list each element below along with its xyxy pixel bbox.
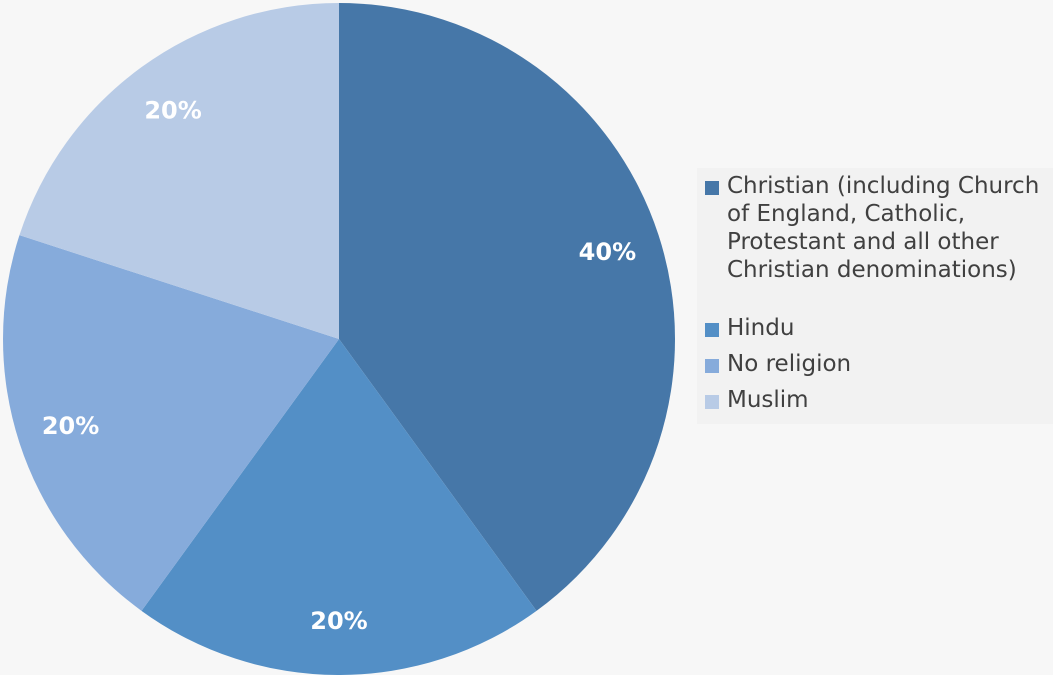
pie-chart: 40% 20% 20% 20%: [3, 2, 676, 675]
legend-item-hindu: Hindu: [705, 314, 1053, 342]
data-label-muslim: 20%: [144, 97, 201, 125]
pie-slice-muslim: [19, 2, 339, 339]
legend-swatch-muslim: [705, 395, 719, 409]
legend-label-christian: Christian (including Church of England, …: [727, 173, 1040, 283]
data-label-hindu: 20%: [310, 607, 367, 635]
pie-slices: [3, 2, 676, 675]
pie-slice-christian: [339, 2, 676, 611]
legend-swatch-no-religion: [705, 359, 719, 373]
data-label-no-religion: 20%: [42, 412, 99, 440]
legend-item-no-religion: No religion: [705, 350, 1053, 378]
pie-slice-no-religion: [3, 235, 340, 611]
legend-swatch-christian: [705, 181, 719, 195]
legend-swatch-hindu: [705, 323, 719, 337]
chart-legend: Christian (including Church of England, …: [697, 168, 1053, 424]
legend-item-muslim: Muslim: [705, 386, 1053, 414]
legend-item-christian: Christian (including Church of England, …: [705, 172, 1053, 284]
data-label-christian: 40%: [579, 238, 636, 266]
pie-slice-hindu: [141, 339, 537, 675]
legend-label-hindu: Hindu: [727, 315, 795, 341]
legend-label-muslim: Muslim: [727, 387, 809, 413]
legend-label-no-religion: No religion: [727, 351, 852, 377]
pie-labels: 40% 20% 20% 20%: [42, 97, 636, 636]
